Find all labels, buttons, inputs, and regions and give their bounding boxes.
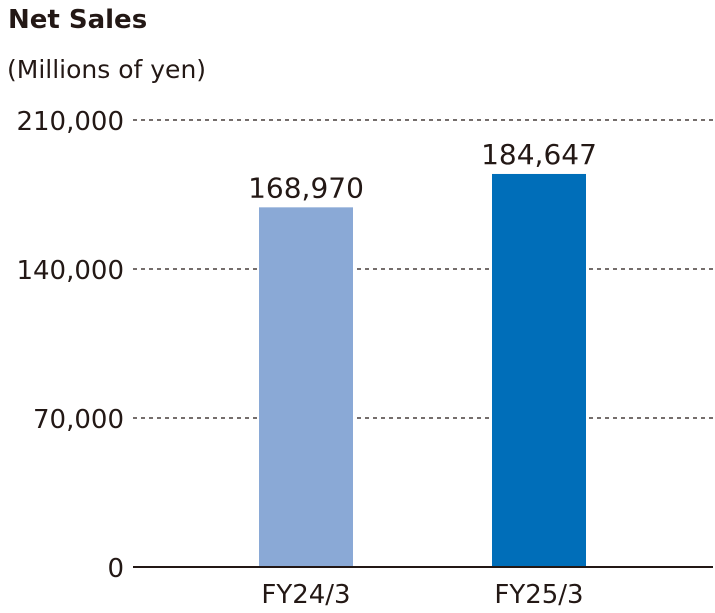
chart-title: Net Sales (8, 5, 147, 35)
bar-fy24-3 (259, 207, 353, 568)
bar-fy25-3 (492, 173, 586, 567)
data-labels: 168,970 184,647 (248, 138, 597, 204)
y-tick-label: 70,000 (33, 405, 124, 435)
y-tick-label: 210,000 (16, 107, 124, 137)
gridlines (133, 119, 713, 419)
data-label: 184,647 (481, 138, 597, 171)
y-tick-label: 140,000 (16, 256, 124, 286)
x-axis-categories: FY24/3 FY25/3 (261, 580, 583, 610)
x-category-label: FY25/3 (494, 580, 583, 610)
unit-label: (Millions of yen) (7, 55, 206, 84)
data-label: 168,970 (248, 171, 364, 204)
x-category-label: FY24/3 (261, 580, 350, 610)
y-tick-label: 0 (107, 554, 124, 584)
y-axis-ticks: 0 70,000 140,000 210,000 (16, 107, 124, 584)
bars (259, 173, 586, 568)
